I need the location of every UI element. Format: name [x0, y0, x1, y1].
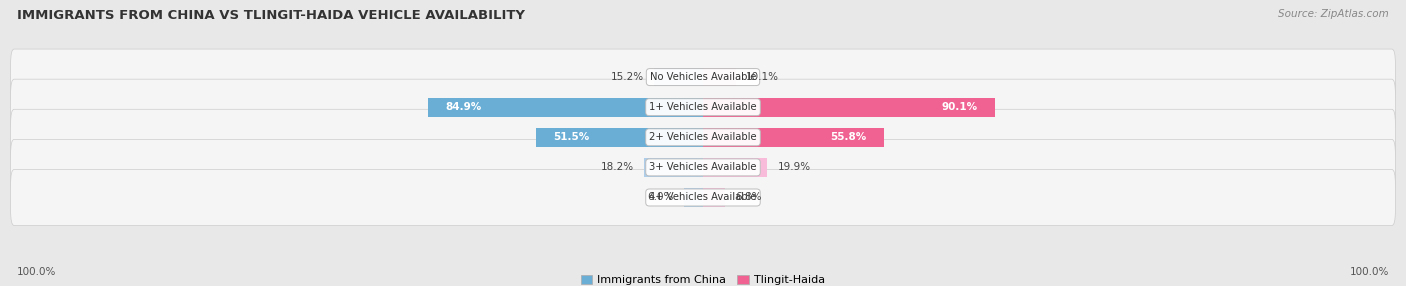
Bar — [703, 128, 884, 147]
Text: 90.1%: 90.1% — [942, 102, 977, 112]
Text: 1+ Vehicles Available: 1+ Vehicles Available — [650, 102, 756, 112]
Bar — [703, 98, 995, 116]
Bar — [703, 158, 768, 177]
Text: 15.2%: 15.2% — [610, 72, 644, 82]
FancyBboxPatch shape — [11, 170, 1395, 225]
Text: 19.9%: 19.9% — [778, 162, 811, 172]
Text: 51.5%: 51.5% — [554, 132, 589, 142]
Text: 6.0%: 6.0% — [647, 192, 673, 202]
Bar — [644, 158, 703, 177]
Text: 10.1%: 10.1% — [747, 72, 779, 82]
Text: 55.8%: 55.8% — [830, 132, 866, 142]
FancyBboxPatch shape — [11, 139, 1395, 195]
Bar — [703, 68, 735, 86]
Text: 6.8%: 6.8% — [735, 192, 762, 202]
Text: 4+ Vehicles Available: 4+ Vehicles Available — [650, 192, 756, 202]
Bar — [683, 188, 703, 207]
Text: 3+ Vehicles Available: 3+ Vehicles Available — [650, 162, 756, 172]
Text: 18.2%: 18.2% — [600, 162, 634, 172]
Legend: Immigrants from China, Tlingit-Haida: Immigrants from China, Tlingit-Haida — [576, 271, 830, 286]
Text: 2+ Vehicles Available: 2+ Vehicles Available — [650, 132, 756, 142]
Bar — [654, 68, 703, 86]
FancyBboxPatch shape — [11, 79, 1395, 135]
FancyBboxPatch shape — [11, 49, 1395, 105]
Text: 100.0%: 100.0% — [17, 267, 56, 277]
Bar — [703, 188, 725, 207]
Bar — [427, 98, 703, 116]
Text: 100.0%: 100.0% — [1350, 267, 1389, 277]
Text: No Vehicles Available: No Vehicles Available — [650, 72, 756, 82]
Text: 84.9%: 84.9% — [446, 102, 482, 112]
Text: Source: ZipAtlas.com: Source: ZipAtlas.com — [1278, 9, 1389, 19]
FancyBboxPatch shape — [11, 109, 1395, 165]
Text: IMMIGRANTS FROM CHINA VS TLINGIT-HAIDA VEHICLE AVAILABILITY: IMMIGRANTS FROM CHINA VS TLINGIT-HAIDA V… — [17, 9, 524, 21]
Bar — [536, 128, 703, 147]
